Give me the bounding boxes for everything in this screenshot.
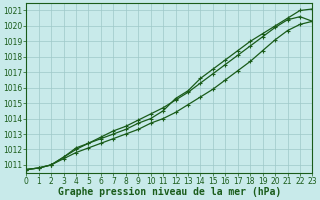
X-axis label: Graphe pression niveau de la mer (hPa): Graphe pression niveau de la mer (hPa) <box>58 187 281 197</box>
